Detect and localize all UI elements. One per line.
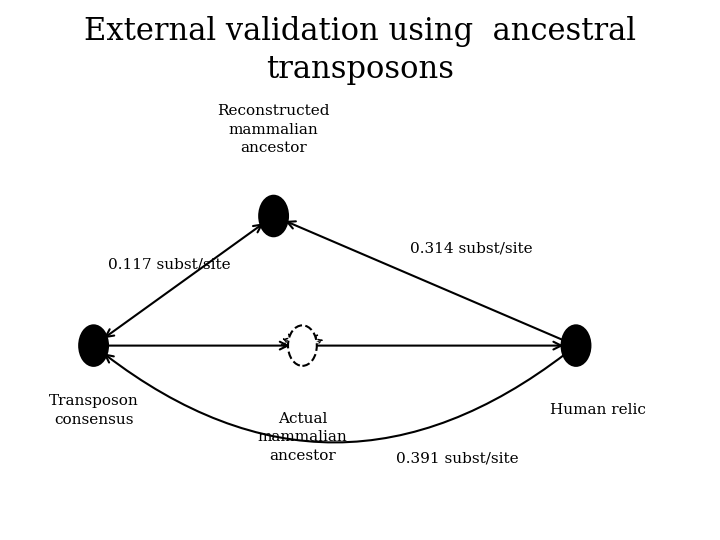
Ellipse shape	[288, 325, 317, 366]
Ellipse shape	[79, 325, 108, 366]
Text: Actual
mammalian
ancestor: Actual mammalian ancestor	[258, 412, 347, 463]
FancyArrowPatch shape	[315, 342, 561, 349]
Text: Reconstructed
mammalian
ancestor: Reconstructed mammalian ancestor	[217, 104, 330, 155]
FancyArrowPatch shape	[105, 353, 566, 442]
Text: Transposon
consensus: Transposon consensus	[49, 394, 138, 427]
Text: 0.117 subst/site: 0.117 subst/site	[108, 258, 230, 272]
FancyArrowPatch shape	[106, 342, 287, 349]
Ellipse shape	[259, 195, 288, 237]
FancyArrowPatch shape	[287, 221, 564, 341]
FancyArrowPatch shape	[106, 225, 261, 337]
Text: External validation using  ancestral
transposons: External validation using ancestral tran…	[84, 16, 636, 85]
Text: 0.391 subst/site: 0.391 subst/site	[396, 452, 518, 466]
Ellipse shape	[562, 325, 590, 366]
Text: 0.314 subst/site: 0.314 subst/site	[410, 241, 533, 255]
Text: Human relic: Human relic	[549, 403, 646, 417]
